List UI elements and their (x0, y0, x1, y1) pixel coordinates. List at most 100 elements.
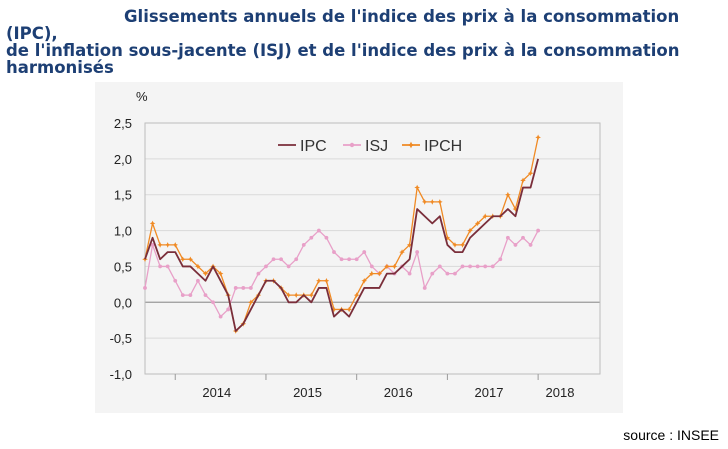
data-point-isj (279, 257, 283, 262)
data-point-isj (505, 235, 510, 240)
y-axis-unit-label: % (136, 89, 148, 104)
data-point-isj (339, 257, 344, 262)
data-point-ipch (316, 277, 322, 284)
data-point-isj (498, 257, 503, 262)
data-point-isj (415, 250, 420, 254)
legend: IPC ISJ IPCH (278, 138, 462, 155)
data-point-ipch (452, 242, 458, 248)
data-point-isj (422, 286, 427, 290)
data-point-isj (188, 293, 193, 298)
data-point-isj (475, 264, 480, 269)
y-tick-label: -1,0 (110, 367, 132, 382)
data-point-isj (513, 243, 518, 247)
chart-panel (95, 82, 623, 413)
data-point-isj (354, 257, 359, 262)
data-point-isj (248, 286, 253, 290)
data-point-isj (437, 264, 442, 269)
legend-label-ipc: IPC (300, 138, 327, 155)
data-point-isj (430, 271, 435, 276)
y-tick-label: -0,5 (110, 331, 132, 346)
source-note: source : INSEE (623, 427, 719, 443)
data-point-isj (528, 243, 533, 247)
data-point-isj (173, 278, 178, 283)
data-point-ipch (308, 292, 315, 298)
data-point-isj (460, 264, 465, 269)
data-point-ipch (293, 292, 299, 298)
data-point-ipch (474, 220, 481, 227)
data-point-ipch (353, 292, 360, 298)
data-point-isj (536, 228, 541, 233)
data-point-ipch (527, 170, 534, 176)
data-point-ipch (421, 199, 428, 205)
data-point-isj (407, 271, 412, 276)
data-point-ipch (512, 206, 519, 212)
data-point-isj (490, 264, 495, 269)
data-point-ipch (376, 270, 383, 277)
y-tick-label: 1,5 (114, 188, 132, 203)
data-point-ipch (505, 191, 511, 198)
data-point-isj (301, 243, 306, 247)
x-tick-label: 2015 (293, 385, 322, 400)
data-point-ipch (164, 242, 171, 248)
data-point-ipch (399, 249, 405, 255)
plot-frame (144, 122, 601, 375)
series-lines (142, 134, 541, 334)
data-point-isj (233, 286, 238, 290)
data-point-isj (286, 264, 291, 269)
data-point-ipch (437, 199, 443, 205)
data-point-ipch (361, 277, 368, 284)
data-point-ipch (157, 242, 163, 248)
series-line-ipc (144, 158, 539, 332)
data-point-ipch (520, 177, 526, 184)
data-point-isj (324, 235, 329, 240)
data-point-isj (264, 264, 268, 269)
data-point-isj (453, 271, 457, 276)
axis-ticks: -1,0 -0,5 0,0 0,5 1,0 1,5 2,0 2,5% 2014 2015 2016 2… (110, 89, 575, 400)
x-tick-label: 2018 (546, 385, 575, 400)
y-tick-label: 0,0 (114, 295, 132, 310)
y-tick-label: 2,5 (114, 116, 132, 131)
data-point-isj (468, 264, 472, 269)
data-point-isj (316, 228, 321, 233)
chart-title: Glissements annuels de l'indice des prix… (6, 8, 721, 76)
data-point-isj (241, 286, 246, 290)
data-point-isj (309, 235, 314, 240)
title-line-3: harmonisés (6, 58, 114, 77)
data-point-isj (158, 264, 163, 269)
data-point-ipch (217, 270, 224, 277)
data-point-isj (165, 264, 170, 269)
data-point-isj (203, 293, 208, 298)
data-point-ipch (285, 292, 292, 298)
data-point-ipch (180, 256, 186, 263)
data-point-ipch (459, 242, 466, 248)
axis-frame (144, 122, 601, 375)
data-point-ipch (172, 242, 179, 248)
data-point-ipch (482, 213, 488, 220)
data-point-ipch (149, 220, 156, 227)
x-tick-label: 2016 (384, 385, 413, 400)
data-point-isj (483, 264, 488, 269)
data-point-ipch (323, 277, 330, 284)
data-point-isj (332, 250, 336, 254)
legend-marker-isj (349, 142, 355, 148)
legend-label-isj: ISJ (365, 138, 388, 155)
data-point-ipch (248, 299, 254, 306)
data-point-ipch (369, 270, 375, 277)
data-point-ipch (202, 270, 209, 277)
data-point-ipch (331, 306, 337, 313)
data-point-ipch (406, 242, 413, 248)
y-tick-label: 2,0 (114, 152, 132, 167)
data-point-ipch (195, 263, 201, 270)
data-point-isj (271, 257, 276, 262)
data-point-ipch (187, 256, 194, 263)
data-point-ipch (535, 134, 541, 141)
data-point-isj (521, 235, 525, 240)
y-tick-label: 1,0 (114, 224, 132, 239)
x-tick-label: 2014 (202, 385, 231, 400)
data-point-isj (294, 257, 299, 262)
data-point-isj (196, 278, 200, 283)
gridlines (145, 122, 600, 375)
data-point-isj (211, 300, 215, 305)
legend-label-ipch: IPCH (424, 138, 462, 155)
